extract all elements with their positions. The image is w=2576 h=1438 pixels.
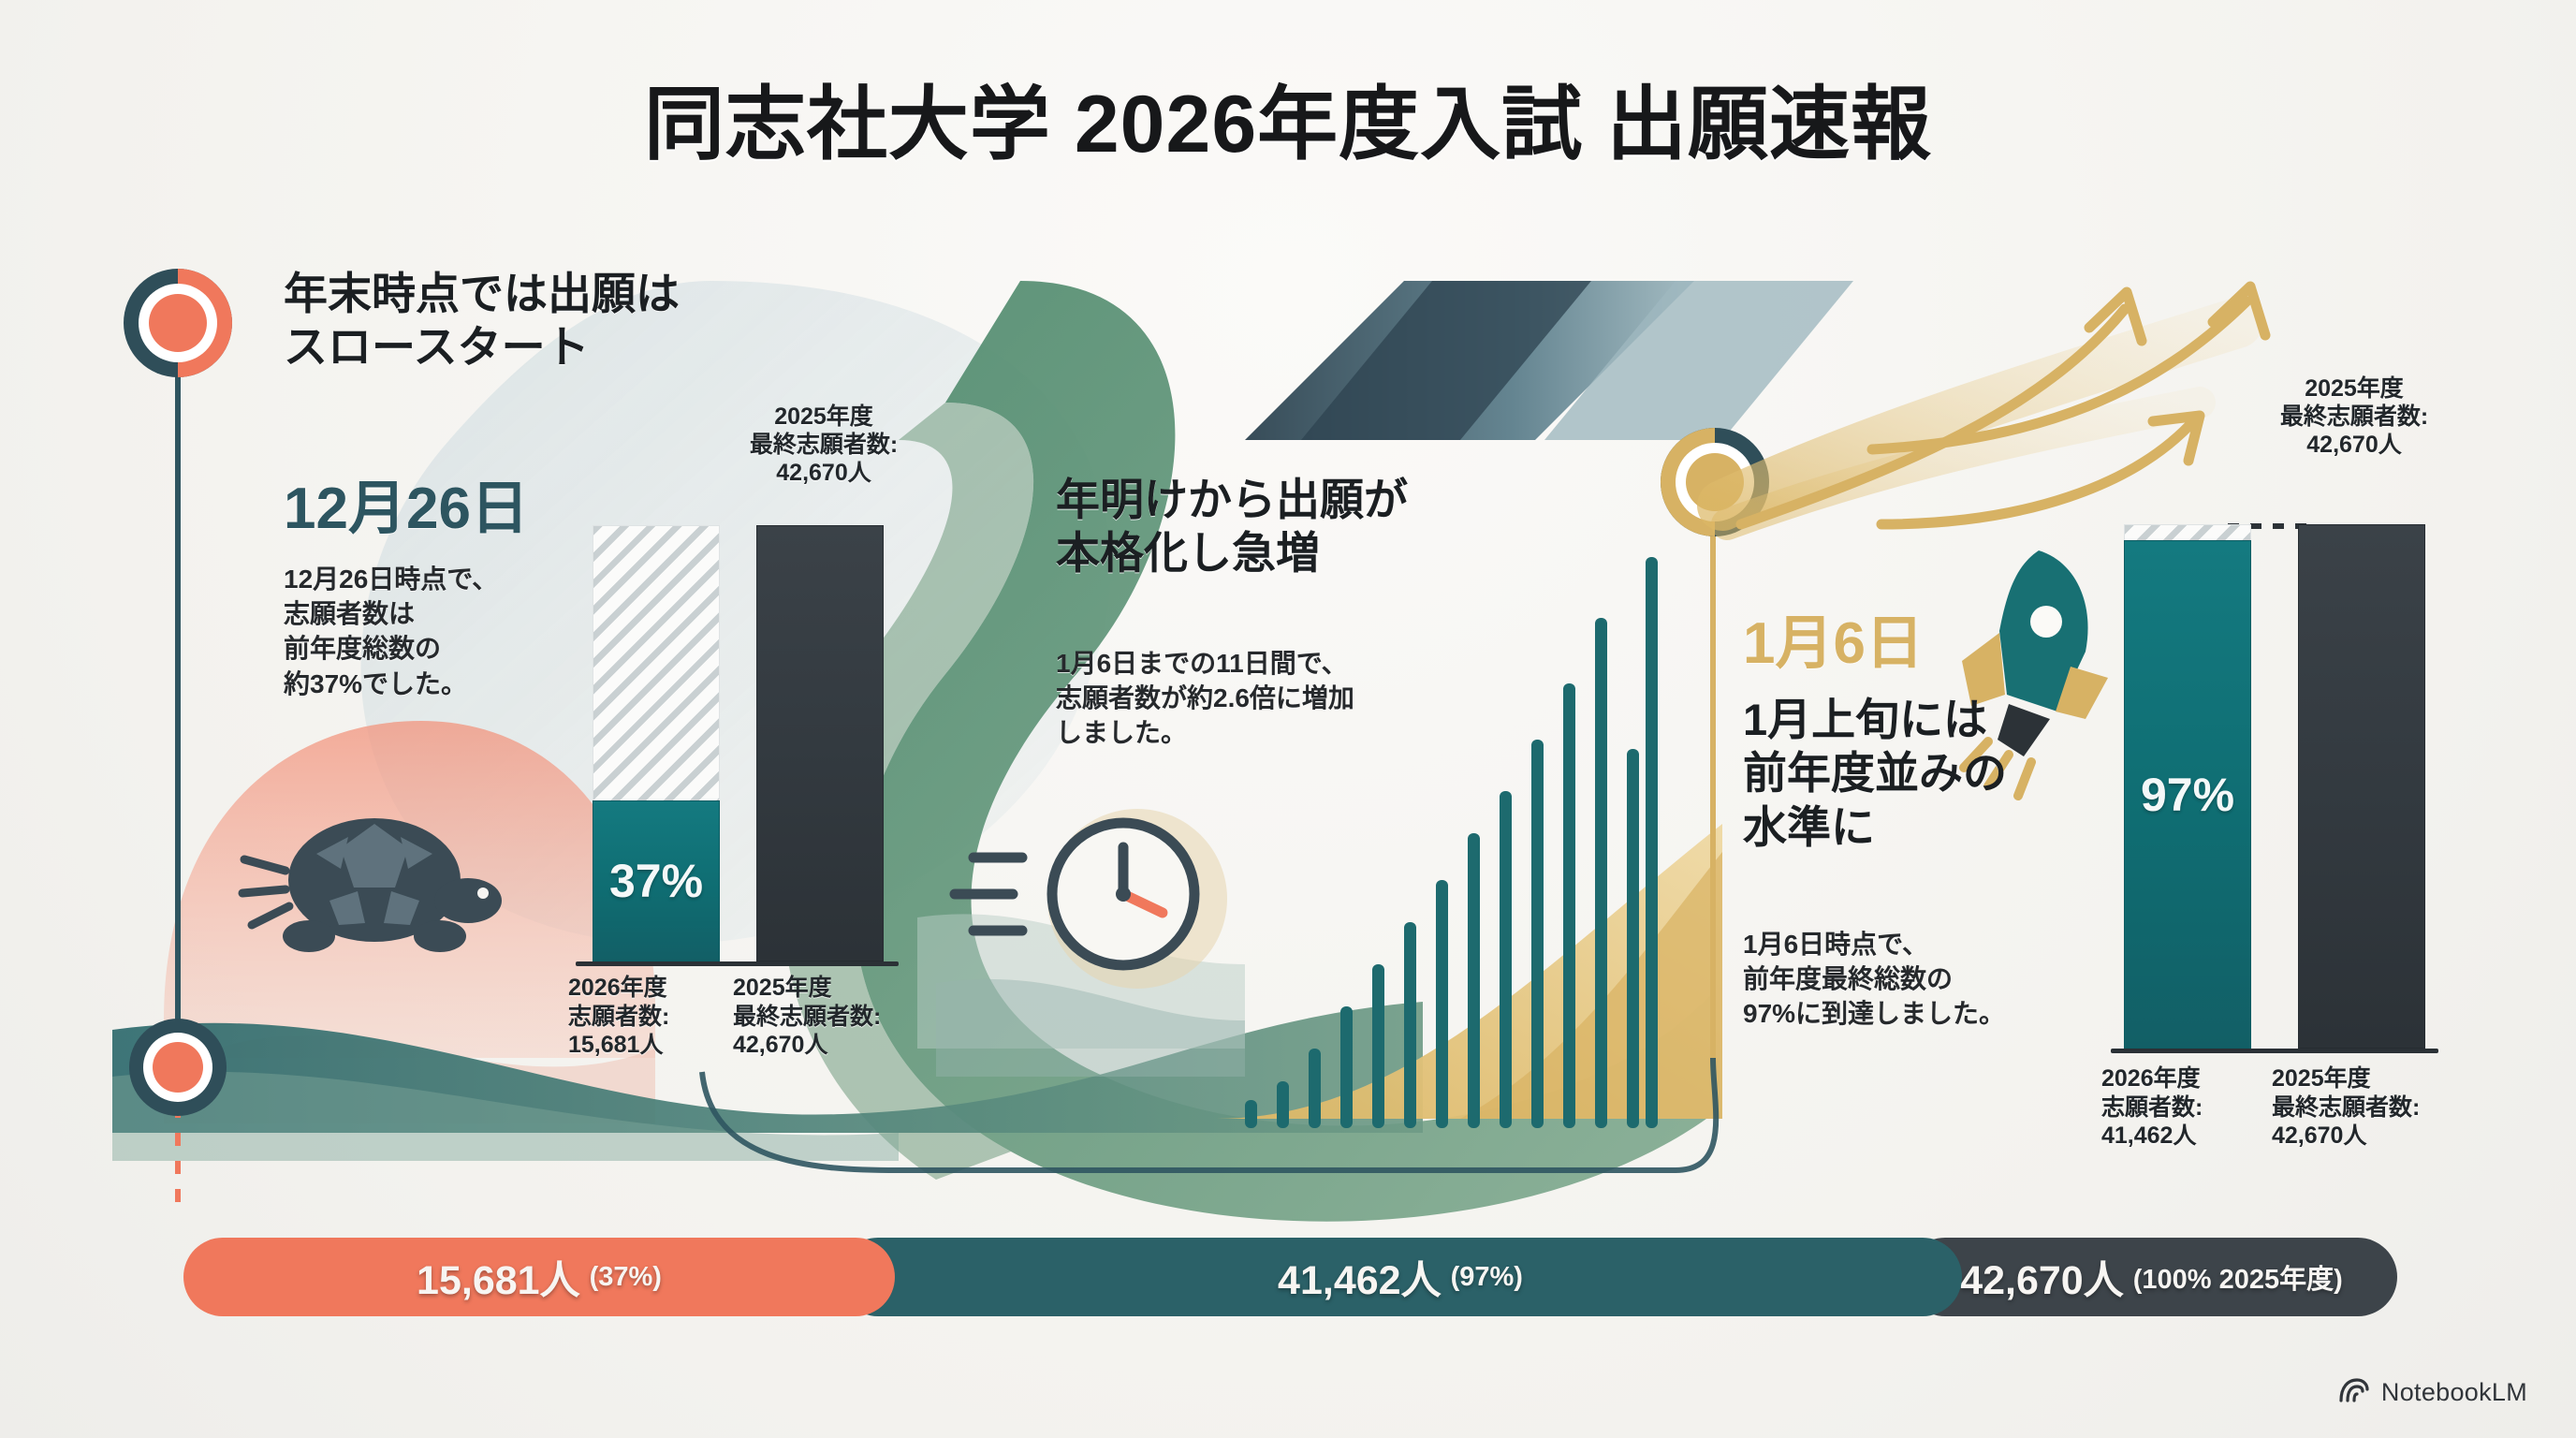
rocket-icon	[1959, 550, 2108, 800]
notebooklm-label: NotebookLM	[2380, 1378, 2527, 1406]
right-body-text: 1月6日時点で、 前年度最終総数の 97%に到達しました。	[1743, 930, 2006, 1029]
middle-body-text: 1月6日までの11日間で、 志願者数が約2.6倍に増加 しました。	[1056, 649, 1354, 748]
right-date-label: 1月6日	[1743, 611, 1924, 676]
timeline-marker-mid-icon	[129, 1019, 227, 1116]
page-title: 同志社大学 2026年度入試 出願速報	[643, 80, 1933, 169]
chart-dec26-bar-2026: 37%	[593, 525, 720, 961]
chart-jan6-foot-2025: 2025年度 最終志願者数: 42,670人	[2272, 1065, 2421, 1149]
left-date-label: 12月26日	[284, 477, 529, 541]
decor-soft-band	[917, 914, 1245, 1077]
clock-icon	[949, 809, 1227, 989]
progress-dec26-value: 15,681人	[417, 1258, 580, 1303]
chart-jan6-bar-2026: 97%	[2124, 524, 2251, 1049]
chart-dec26-reference-bar	[756, 525, 884, 961]
chart-jan6-percent-label: 97%	[2140, 768, 2235, 821]
notebooklm-watermark: NotebookLM	[2338, 1375, 2527, 1410]
chart-jan6-value-bar: 97%	[2124, 540, 2251, 1049]
notebooklm-logo-icon	[2338, 1375, 2370, 1410]
chart-dec26: 2025年度 最終志願者数: 42,670人 37% 2026年度 志願者数: …	[568, 404, 899, 1058]
progress-segment-jan6: 41,462人 (97%)	[839, 1238, 1962, 1316]
decor-green-swoosh	[783, 281, 1713, 1222]
decor-slate-ribbon	[1245, 281, 1853, 440]
chart-jan6-bar-2025	[2298, 524, 2425, 1049]
middle-headline: 年明けから出願が 本格化し急増	[1056, 475, 1408, 579]
chart-dec26-bar-2025	[756, 525, 884, 961]
chart-jan6: 2025年度 最終志願者数: 42,670人 97% 2026年度 志願者数: …	[2101, 375, 2438, 1149]
turtle-icon	[238, 818, 502, 952]
left-headline: 年末時点では出願は スロースタート	[284, 269, 680, 373]
chart-jan6-axis	[2111, 1049, 2438, 1053]
progress-dec26-note: (37%)	[589, 1261, 662, 1292]
timeline-spine	[175, 323, 1720, 1217]
left-body-text: 12月26日時点で、 志願者数は 前年度総数の 約37%でした。	[284, 565, 499, 698]
progress-segment-dec26: 15,681人 (37%)	[183, 1238, 895, 1316]
progress-summary-bar: 42,670人 (100% 2025年度) 41,462人 (97%) 15,6…	[183, 1238, 2397, 1316]
chart-jan6-foot-2026: 2026年度 志願者数: 41,462人	[2101, 1065, 2203, 1149]
right-headline: 1月上旬には 前年度並みの 水準に	[1743, 695, 2007, 852]
timeline-marker-start-icon	[124, 269, 232, 377]
growth-sparkline-bars	[1245, 557, 1658, 1128]
chart-dec26-percent-label: 37%	[608, 855, 704, 907]
chart-dec26-foot-2025: 2025年度 最終志願者数: 42,670人	[733, 975, 882, 1058]
progress-jan6-value: 41,462人	[1278, 1258, 1442, 1303]
progress-jan6-note: (97%)	[1450, 1261, 1523, 1292]
progress-segment-total: 42,670人 (100% 2025年度)	[1906, 1238, 2397, 1316]
growth-arrows-icon	[1697, 281, 2271, 540]
decor-teal-wave	[112, 1002, 1423, 1161]
progress-total-value: 42,670人	[1960, 1258, 2124, 1303]
chart-jan6-top-label: 2025年度 最終志願者数: 42,670人	[2279, 375, 2429, 458]
chart-dec26-top-label: 2025年度 最終志願者数: 42,670人	[749, 404, 899, 486]
chart-jan6-reference-bar	[2298, 524, 2425, 1049]
chart-dec26-foot-2026: 2026年度 志願者数: 15,681人	[568, 975, 670, 1058]
progress-total-note: (100% 2025年度)	[2132, 1265, 2343, 1295]
chart-dec26-axis	[576, 961, 899, 966]
chart-dec26-value-bar: 37%	[593, 800, 720, 961]
